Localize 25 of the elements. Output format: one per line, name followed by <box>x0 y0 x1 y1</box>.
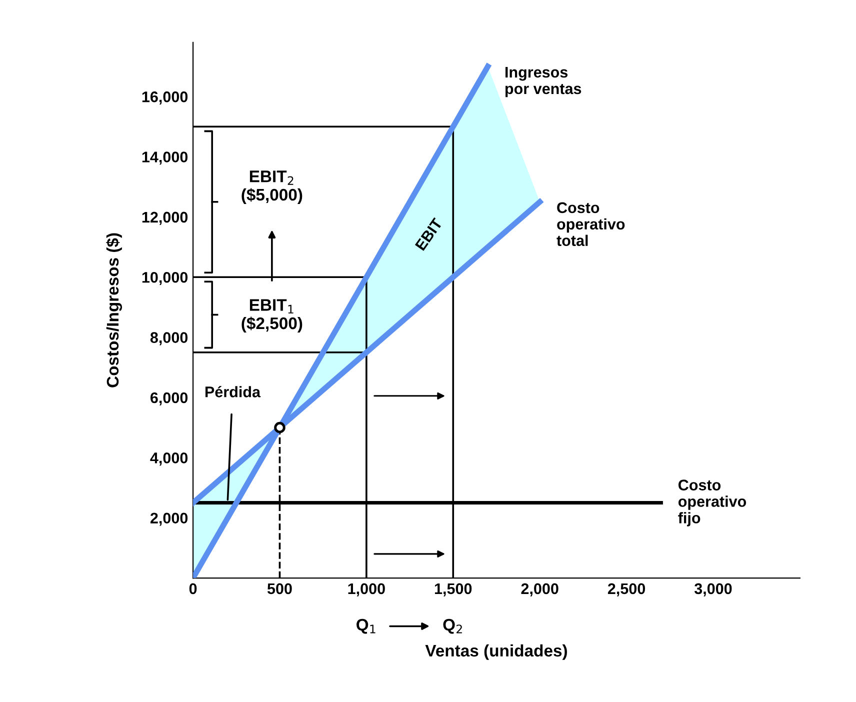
x-tick-label: 1,000 <box>348 583 385 596</box>
x-axis-title: Ventas (unidades) <box>425 644 567 660</box>
x-tick-label: 1,500 <box>434 583 472 596</box>
y-tick-label: 16,000 <box>142 91 188 104</box>
y-tick-label: 8,000 <box>150 332 188 346</box>
annotation: EBIT$_{2}$ ($5,000) <box>242 170 302 204</box>
series-label: Ingresos por ventas <box>505 66 582 98</box>
x-tick-label: 0 <box>189 583 197 594</box>
y-tick-label: 12,000 <box>142 212 188 225</box>
x-tick-label: 3,000 <box>694 583 732 596</box>
y-tick-label: 2,000 <box>150 512 188 526</box>
y-tick-label: 10,000 <box>142 272 188 286</box>
x-tick-label: 2,000 <box>521 583 558 596</box>
annotation: EBIT$_{1}$ ($2,500) <box>242 299 302 332</box>
x-tick-label: 500 <box>267 583 292 594</box>
series-label: Costo operativo fijo <box>678 480 746 526</box>
text: Q$_{1}$ <box>356 618 376 634</box>
text: Q$_{2}$ <box>443 618 462 634</box>
x-tick-label: 2,500 <box>608 583 646 596</box>
y-tick-label: 6,000 <box>150 392 188 406</box>
y-tick-label: 4,000 <box>150 452 188 466</box>
y-tick-label: 14,000 <box>142 152 188 165</box>
y-axis-title: Costos/Ingresos ($) <box>106 233 122 388</box>
annotation: Pérdida <box>205 386 261 398</box>
series-label: Costo operativo total <box>556 202 625 246</box>
